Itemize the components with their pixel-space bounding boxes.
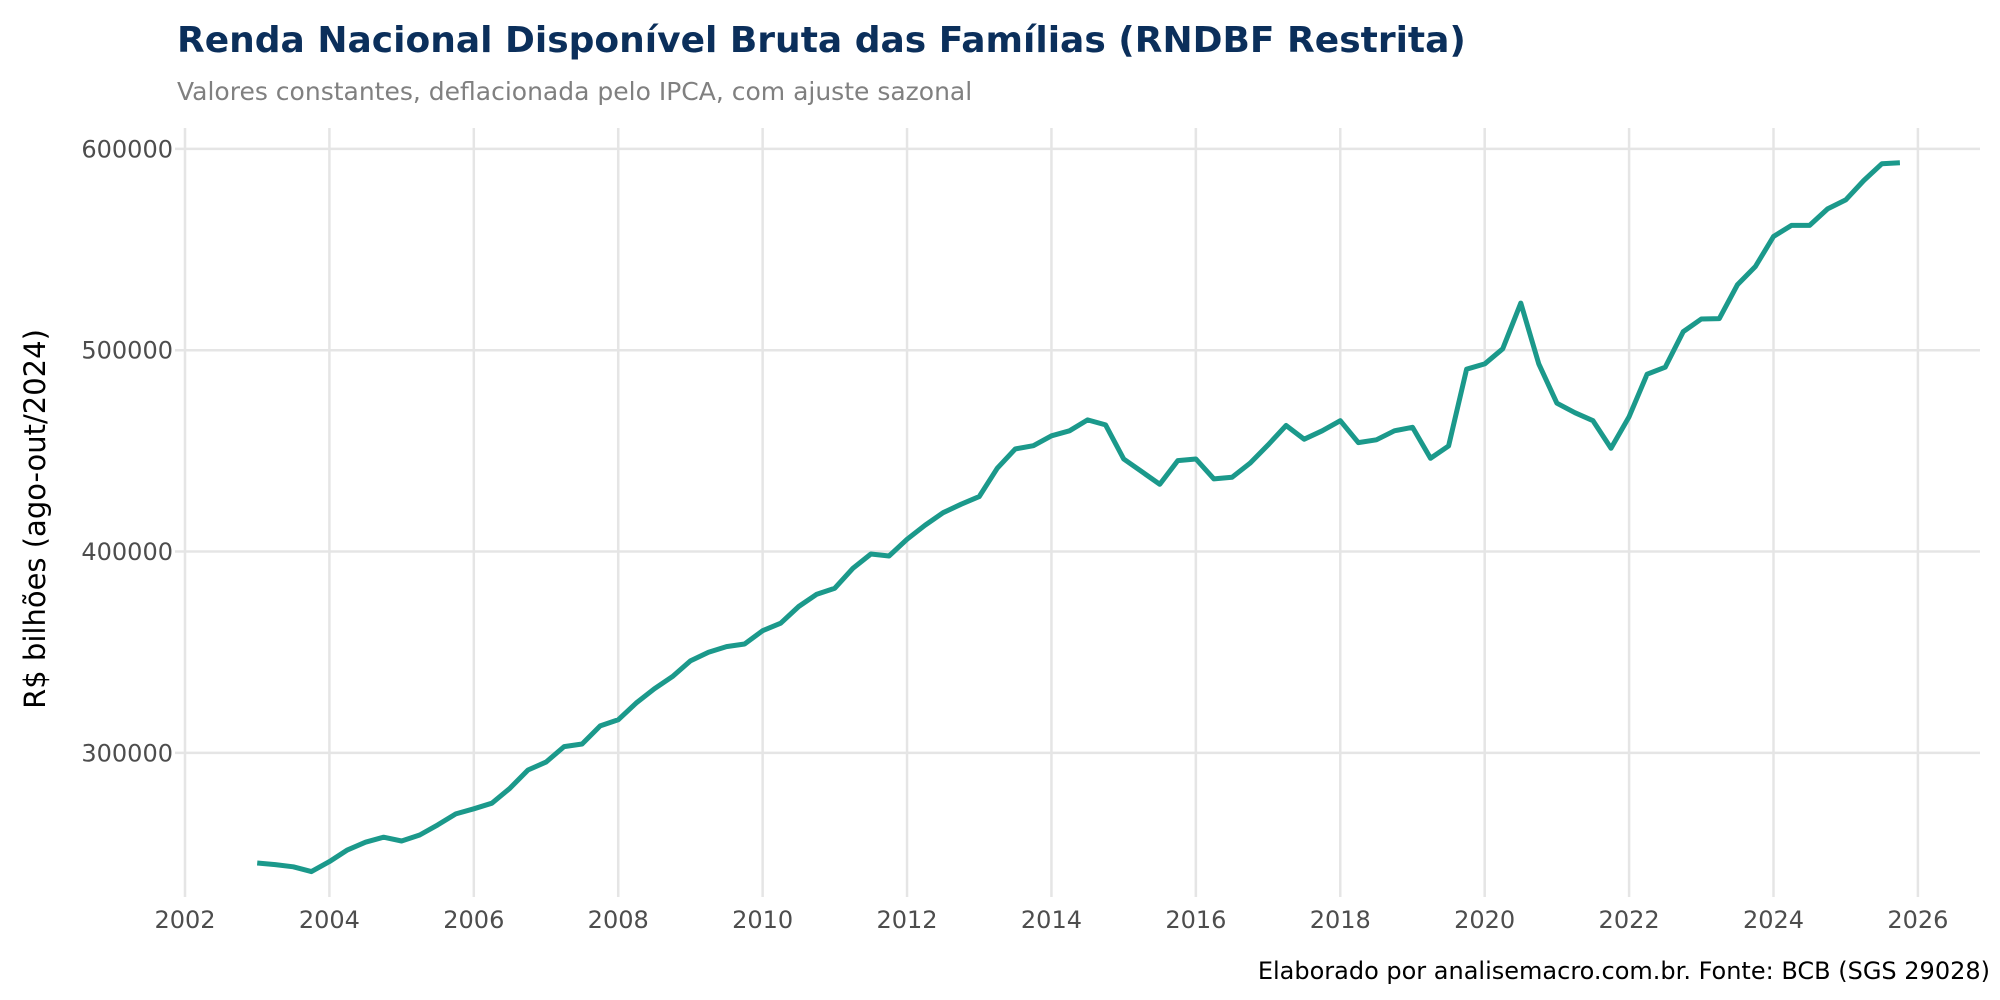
x-tick-label: 2004	[299, 906, 360, 934]
y-tick-label: 600000	[81, 135, 173, 163]
x-gridlines	[183, 128, 1920, 897]
y-tick-label: 300000	[81, 739, 173, 767]
chart-caption: Elaborado por analisemacro.com.br. Fonte…	[1258, 957, 1990, 985]
y-tick-label: 500000	[81, 337, 173, 365]
chart-subtitle: Valores constantes, deflacionada pelo IP…	[177, 77, 972, 106]
x-tick-label: 2018	[1310, 906, 1371, 934]
x-tick-label: 2014	[1021, 906, 1082, 934]
y-tick-label: 400000	[81, 538, 173, 566]
x-tick-label: 2002	[154, 906, 215, 934]
chart-title: Renda Nacional Disponível Bruta das Famí…	[177, 20, 1466, 61]
x-axis-tick-labels: 2002 2004 2006 2008 2010 2012 2014 2016 2018 2020…	[154, 906, 1948, 934]
series-line	[256, 160, 1901, 875]
x-tick-label: 2008	[588, 906, 649, 934]
x-tick-label: 2006	[443, 906, 504, 934]
x-tick-label: 2012	[877, 906, 938, 934]
x-tick-label: 2020	[1454, 906, 1515, 934]
series-layer	[256, 160, 1901, 875]
y-axis-title: R$ bilhões (ago-out/2024)	[18, 329, 52, 709]
x-tick-label: 2022	[1599, 906, 1660, 934]
x-tick-label: 2016	[1165, 906, 1226, 934]
y-axis-tick-labels: 300000 400000 500000 600000	[81, 135, 173, 767]
y-gridlines	[175, 147, 1980, 755]
x-tick-label: 2024	[1743, 906, 1804, 934]
x-tick-label: 2026	[1887, 906, 1948, 934]
x-tick-label: 2010	[732, 906, 793, 934]
